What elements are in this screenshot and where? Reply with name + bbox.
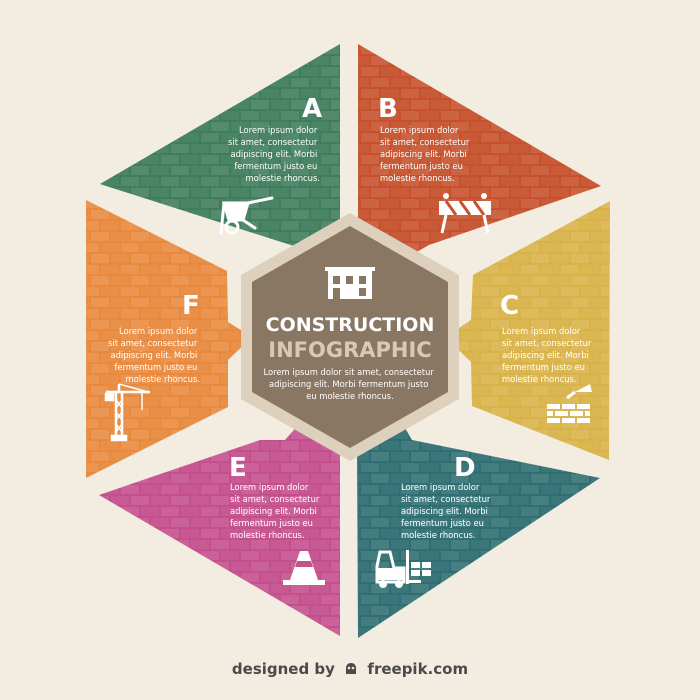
segment-c-description: Lorem ipsum dolor sit amet, consectetur … bbox=[502, 326, 594, 384]
center-panel: CONSTRUCTION INFOGRAPHIC Lorem ipsum dol… bbox=[241, 213, 459, 461]
segment-c-letter: C bbox=[500, 291, 519, 321]
segment-d[interactable]: D Lorem ipsum dolor sit amet, consectetu… bbox=[357, 421, 600, 638]
center-title: CONSTRUCTION bbox=[266, 314, 435, 336]
segment-d-letter: D bbox=[454, 453, 476, 483]
segment-b-bricks bbox=[358, 44, 601, 262]
segment-b[interactable]: B Lorem ipsum dolor sit amet, consectetu… bbox=[358, 44, 601, 262]
segment-f-letter: F bbox=[182, 291, 200, 321]
center-subtitle: INFOGRAPHIC bbox=[268, 338, 431, 362]
brick-wall-trowel-icon bbox=[547, 384, 592, 423]
freepik-logo-icon bbox=[346, 663, 357, 674]
segment-a-description: Lorem ipsum dolor sit amet, consectetur … bbox=[228, 125, 320, 183]
traffic-cone-icon bbox=[283, 551, 325, 585]
center-hexagon bbox=[252, 226, 448, 448]
segment-f[interactable]: F Lorem ipsum dolor sit amet, consectetu… bbox=[86, 200, 252, 478]
segment-b-letter: B bbox=[378, 94, 398, 124]
center-description: Lorem ipsum dolor sit amet, consectetur … bbox=[264, 367, 437, 401]
forklift-icon bbox=[375, 550, 431, 588]
building-icon bbox=[325, 267, 375, 299]
segment-a[interactable]: A Lorem ipsum dolor sit amet, consectetu… bbox=[100, 44, 340, 265]
tower-crane-icon bbox=[104, 383, 150, 442]
segment-e-description: Lorem ipsum dolor sit amet, consectetur … bbox=[230, 482, 322, 540]
segment-f-bricks bbox=[86, 200, 252, 478]
road-barrier-icon bbox=[439, 193, 491, 234]
segment-b-description: Lorem ipsum dolor sit amet, consectetur … bbox=[380, 125, 472, 183]
credit-prefix: designed by bbox=[231, 660, 335, 678]
credit-line: designed by freepik.com bbox=[0, 660, 700, 678]
segment-d-description: Lorem ipsum dolor sit amet, consectetur … bbox=[401, 482, 493, 540]
segment-a-bricks bbox=[100, 44, 340, 265]
segment-e-letter: E bbox=[229, 453, 247, 483]
segment-e-bricks bbox=[99, 422, 340, 636]
segment-f-description: Lorem ipsum dolor sit amet, consectetur … bbox=[108, 326, 200, 384]
segment-e[interactable]: E Lorem ipsum dolor sit amet, consectetu… bbox=[99, 422, 340, 636]
segment-a-letter: A bbox=[302, 94, 322, 124]
wheelbarrow-icon bbox=[219, 196, 274, 235]
segment-d-bricks bbox=[357, 421, 600, 638]
credit-brand[interactable]: freepik.com bbox=[367, 660, 469, 678]
segment-c[interactable]: C Lorem ipsum dolor sit amet, consectetu… bbox=[445, 201, 610, 460]
